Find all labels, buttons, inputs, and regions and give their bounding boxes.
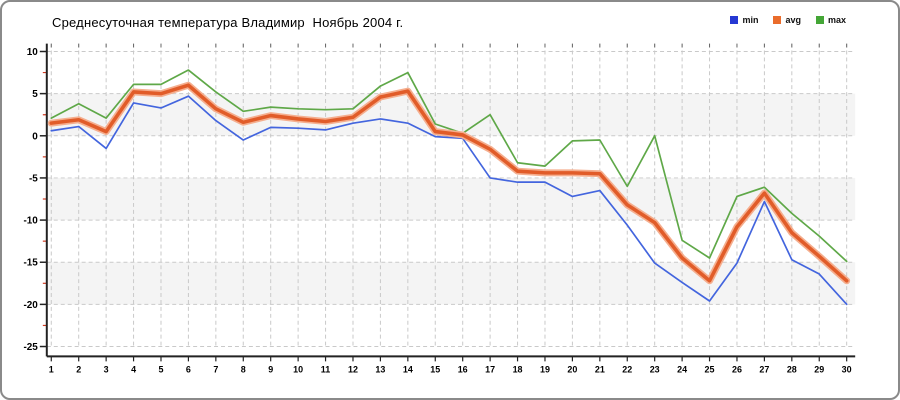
max-color-swatch-icon xyxy=(815,16,824,24)
x-tick-label: 12 xyxy=(348,364,358,374)
legend-item-min: min xyxy=(730,15,758,25)
x-tick-label: 5 xyxy=(158,364,163,374)
x-tick-label: 8 xyxy=(241,364,246,374)
x-tick-label: 23 xyxy=(650,364,660,374)
x-tick-label: 21 xyxy=(595,364,605,374)
x-tick-label: 2 xyxy=(76,364,81,374)
x-tick-label: 25 xyxy=(705,364,715,374)
x-tick-label: 14 xyxy=(403,364,413,374)
x-tick-label: 20 xyxy=(567,364,577,374)
x-tick-label: 27 xyxy=(759,364,769,374)
y-tick-label: 0 xyxy=(32,131,38,142)
plot-band xyxy=(46,262,856,305)
y-tick-label: 5 xyxy=(32,89,38,100)
y-tick-label: -20 xyxy=(23,300,38,311)
x-tick-label: 15 xyxy=(430,364,440,374)
y-tick-label: -25 xyxy=(23,342,38,353)
x-tick-label: 26 xyxy=(732,364,742,374)
legend-label-avg: avg xyxy=(785,15,801,25)
legend-label-max: max xyxy=(827,15,846,25)
series-avg-line xyxy=(49,83,849,283)
x-tick-label: 24 xyxy=(677,364,687,374)
legend: min avg max xyxy=(730,15,846,25)
min-color-swatch-icon xyxy=(730,16,739,24)
y-tick-label: -5 xyxy=(29,173,38,184)
avg-color-swatch-icon xyxy=(773,16,782,24)
x-tick-label: 19 xyxy=(540,364,550,374)
x-tick-label: 10 xyxy=(293,364,303,374)
x-tick-label: 17 xyxy=(485,364,495,374)
legend-item-avg: avg xyxy=(773,15,801,25)
x-tick-label: 11 xyxy=(321,364,330,374)
x-tick-label: 28 xyxy=(787,364,797,374)
x-tick-label: 13 xyxy=(375,364,385,374)
x-tick-label: 4 xyxy=(131,364,136,374)
x-tick-label: 9 xyxy=(268,364,273,374)
x-tick-label: 29 xyxy=(814,364,824,374)
plot-band xyxy=(46,177,856,221)
x-tick-label: 30 xyxy=(842,364,852,374)
y-tick-label: -10 xyxy=(23,216,38,227)
legend-item-max: max xyxy=(815,15,846,25)
series-max-line xyxy=(50,69,848,263)
chart-title: Среднесуточная температура Владимир Нояб… xyxy=(52,15,404,30)
x-tick-label: 7 xyxy=(213,364,218,374)
y-tick-label: 10 xyxy=(27,47,39,58)
x-tick-label: 1 xyxy=(49,364,54,374)
x-tick-label: 6 xyxy=(186,364,191,374)
x-tick-label: 22 xyxy=(622,364,632,374)
y-tick-label: -15 xyxy=(23,258,38,269)
x-tick-label: 3 xyxy=(104,364,109,374)
legend-label-min: min xyxy=(742,15,759,25)
x-tick-label: 16 xyxy=(458,364,468,374)
x-tick-label: 18 xyxy=(513,364,523,374)
series-min-line xyxy=(50,95,848,306)
